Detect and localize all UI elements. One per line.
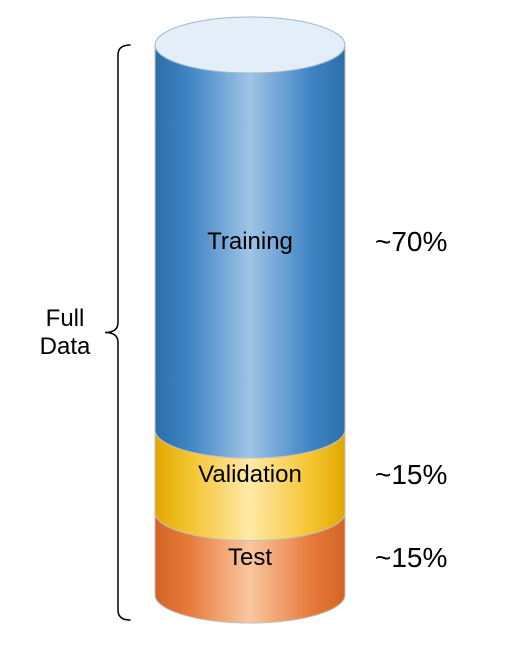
test-label: Test <box>155 544 345 572</box>
data-split-diagram: Full Data Training Validation Test ~70% … <box>0 0 532 658</box>
validation-label: Validation <box>155 461 345 489</box>
full-data-label: Full Data <box>30 305 100 363</box>
test-pct-label: ~15% <box>375 542 447 574</box>
validation-pct-label: ~15% <box>375 459 447 491</box>
training-label: Training <box>155 228 345 256</box>
training-pct-label: ~70% <box>375 226 447 258</box>
